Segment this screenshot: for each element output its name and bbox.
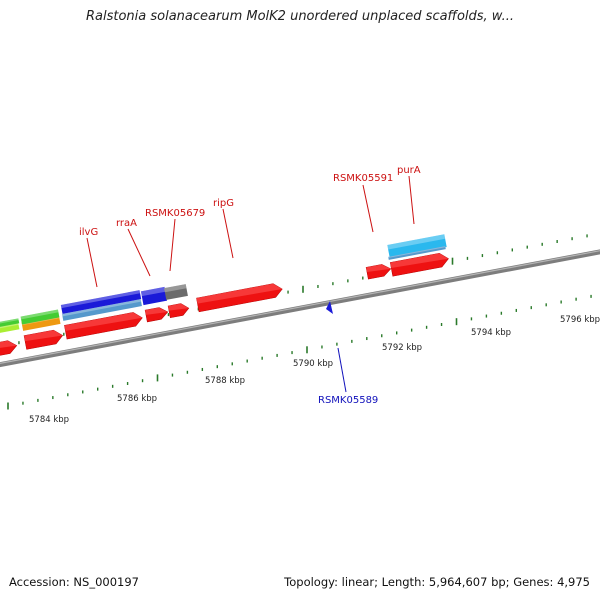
gene-feature[interactable]: [389, 252, 450, 277]
scale-labels: 5784 kbp 5786 kbp 5788 kbp 5790 kbp 5792 kbp…: [29, 315, 600, 425]
label-leader-line: [337, 347, 347, 393]
accession-text: Accession: NS_000197: [9, 575, 139, 589]
label-leader-line: [127, 228, 151, 277]
page-title: Ralstonia solanacearum MolK2 unordered u…: [85, 9, 514, 24]
gene-label-RSMK05589[interactable]: RSMK05589: [318, 395, 378, 406]
scale-label: 5784 kbp: [29, 415, 69, 425]
reverse-gene-feature[interactable]: [326, 301, 333, 314]
scale-label: 5792 kbp: [382, 343, 422, 353]
scale-label: 5788 kbp: [205, 376, 245, 386]
gene-feature[interactable]: [144, 306, 169, 323]
gene-label-rraA[interactable]: rraA: [116, 218, 137, 229]
gene-feature[interactable]: [388, 246, 446, 260]
gene-feature[interactable]: [23, 329, 64, 350]
topology-text: Topology: linear; Length: 5,964,607 bp; …: [284, 575, 590, 589]
gene-feature[interactable]: [164, 284, 188, 300]
lower-tick-track: [7, 294, 592, 410]
gene-feature[interactable]: [64, 311, 143, 340]
gene-feature[interactable]: [387, 234, 447, 258]
gene-feature[interactable]: [140, 286, 168, 306]
gene-feature[interactable]: [167, 302, 190, 319]
gene-label-ripG[interactable]: ripG: [213, 198, 234, 209]
gene-feature[interactable]: [365, 263, 392, 280]
gene-feature[interactable]: [196, 282, 283, 313]
label-leader-line: [362, 184, 374, 233]
gene-feature[interactable]: [20, 309, 60, 325]
scale-label: 5794 kbp: [471, 328, 511, 338]
gene-label-RSMK05679[interactable]: RSMK05679: [145, 208, 205, 219]
gene-label-purA[interactable]: purA: [397, 165, 421, 176]
gene-labels: ilvG rraA RSMK05679 ripG RSMK05591 purA …: [79, 165, 421, 406]
gene-features: [0, 234, 450, 358]
label-leader-line: [86, 237, 98, 288]
scale-label: 5790 kbp: [293, 359, 333, 369]
chromosome-backbone-highlight: [0, 250, 600, 365]
label-leader-line: [222, 208, 234, 259]
scale-label: 5796 kbp: [560, 315, 600, 325]
scale-label: 5786 kbp: [117, 394, 157, 404]
chromosome-backbone: [0, 249, 600, 368]
label-leader-line: [408, 175, 415, 225]
gene-label-ilvG[interactable]: ilvG: [79, 227, 98, 238]
gene-feature[interactable]: [0, 318, 20, 328]
label-leader-line: [169, 218, 176, 272]
gene-feature[interactable]: [62, 299, 142, 321]
gene-feature[interactable]: [0, 339, 18, 358]
gene-feature[interactable]: [60, 290, 142, 314]
label-leader-lines: [86, 175, 415, 393]
gene-label-RSMK05591[interactable]: RSMK05591: [333, 173, 393, 184]
